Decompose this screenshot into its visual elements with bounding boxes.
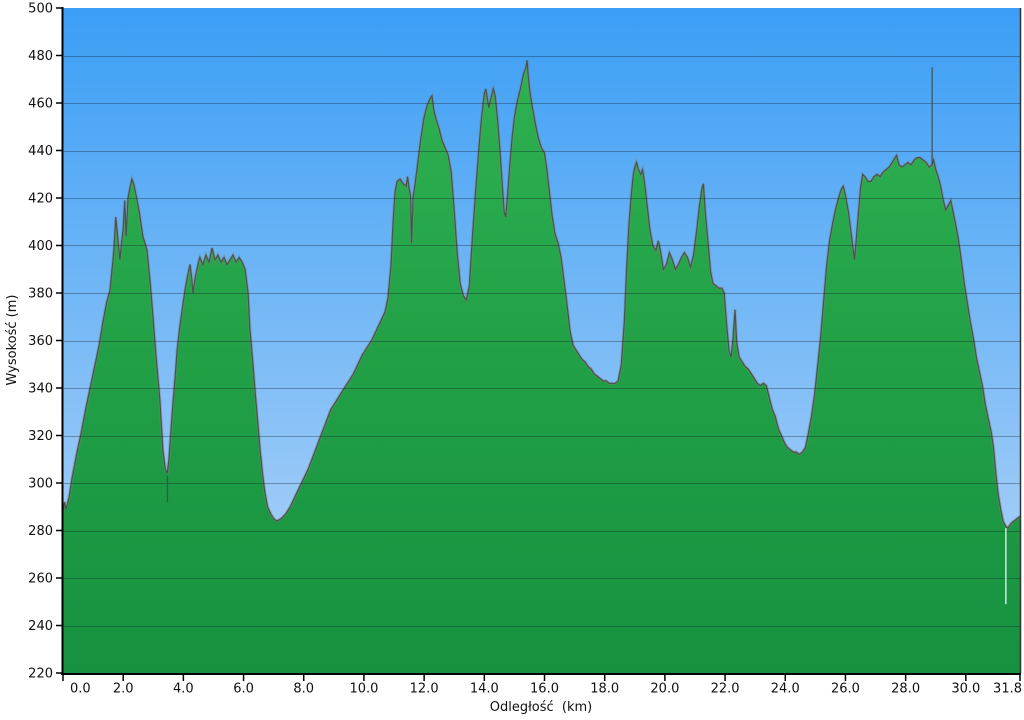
x-tick-label-2.0: 2.0 <box>113 682 134 697</box>
x-tick-label-14.0: 14.0 <box>470 682 499 697</box>
terrain-outline <box>62 60 1021 530</box>
y-tick-label-380: 380 <box>28 287 53 302</box>
y-ticks <box>56 7 62 674</box>
y-tick-labels: 220 240 260 280 300 320 340 360 380 400 420 440 460 4… <box>28 2 53 682</box>
x-tick-label-28.0: 28.0 <box>891 682 920 697</box>
y-tick-label-480: 480 <box>28 49 53 64</box>
x-tick-label-30.0: 30.0 <box>951 682 980 697</box>
y-tick-label-220: 220 <box>28 667 53 682</box>
elevation-area <box>61 60 1021 674</box>
y-tick-label-240: 240 <box>28 619 53 634</box>
y-tick-label-500: 500 <box>28 2 53 17</box>
x-tick-labels: 0.0 2.0 4.0 6.0 8.0 10.0 12.0 14.0 16.0 18.0 20.0 2… <box>70 682 1022 697</box>
x-tick-label-22.0: 22.0 <box>711 682 740 697</box>
x-tick-label-18.0: 18.0 <box>590 682 619 697</box>
x-tick-label-10.0: 10.0 <box>349 682 378 697</box>
x-tick-label-8.0: 8.0 <box>293 682 314 697</box>
x-axis-title: Odległość (km) <box>490 700 593 715</box>
x-tick-label-31.8: 31.8 <box>993 682 1022 697</box>
y-axis-title: Wysokość (m) <box>5 295 20 386</box>
x-tick-label-24.0: 24.0 <box>771 682 800 697</box>
y-tick-label-260: 260 <box>28 572 53 587</box>
axes <box>61 7 1022 675</box>
y-tick-label-280: 280 <box>28 524 53 539</box>
terrain-fill <box>63 60 1020 674</box>
x-tick-label-16.0: 16.0 <box>530 682 559 697</box>
x-ticks <box>62 675 1021 681</box>
gridlines <box>64 56 1020 627</box>
x-tick-label-4.0: 4.0 <box>173 682 194 697</box>
y-tick-label-460: 460 <box>28 97 53 112</box>
y-tick-label-360: 360 <box>28 334 53 349</box>
y-tick-label-420: 420 <box>28 192 53 207</box>
x-tick-label-0.0: 0.0 <box>70 682 91 697</box>
y-tick-label-440: 440 <box>28 144 53 159</box>
x-tick-label-6.0: 6.0 <box>233 682 254 697</box>
y-tick-label-300: 300 <box>28 477 53 492</box>
x-tick-label-26.0: 26.0 <box>831 682 860 697</box>
y-tick-label-320: 320 <box>28 429 53 444</box>
x-tick-label-20.0: 20.0 <box>650 682 679 697</box>
y-tick-label-340: 340 <box>28 382 53 397</box>
x-tick-label-12.0: 12.0 <box>410 682 439 697</box>
data-spikes <box>166 67 1007 605</box>
y-tick-label-400: 400 <box>28 239 53 254</box>
